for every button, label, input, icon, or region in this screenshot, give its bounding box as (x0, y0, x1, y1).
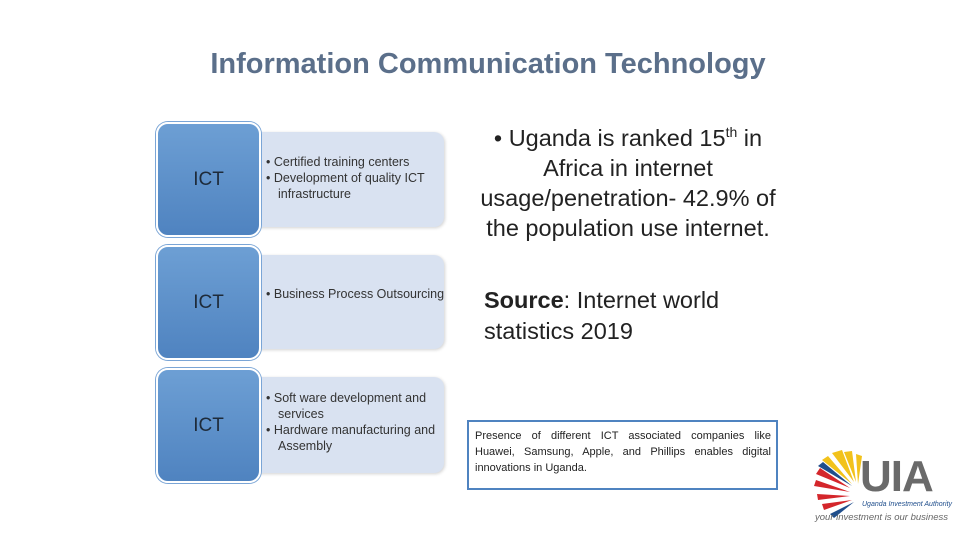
uia-logo-subtitle: Uganda Investment Authority (862, 501, 953, 508)
ict-row-1: ICT Certified training centers Developme… (156, 122, 446, 237)
ict-tab-label-2: ICT (193, 291, 224, 313)
bullet-item: Hardware manufacturing and Assembly (266, 422, 446, 454)
internet-ranking-statement: • Uganda is ranked 15th in Africa in int… (480, 124, 776, 241)
ict-bullets-3: Soft ware development and services Hardw… (266, 390, 446, 454)
ict-tab-label-3: ICT (193, 414, 224, 436)
ict-bullets-2: Business Process Outsourcing (266, 286, 446, 302)
ict-bullets-1: Certified training centers Development o… (266, 154, 446, 202)
ict-tab-1: ICT (156, 122, 261, 237)
uia-logo-mark (814, 450, 862, 518)
source-citation: Source: Internet world statistics 2019 (484, 287, 720, 344)
uia-logo-text: UIA (860, 452, 934, 501)
ict-row-2: ICT Business Process Outsourcing (156, 245, 446, 360)
bullet-item: Certified training centers (266, 154, 446, 170)
uia-sunburst-icon (814, 450, 862, 518)
bullet-item: Soft ware development and services (266, 390, 446, 422)
ict-companies-box: Presence of different ICT associated com… (467, 420, 778, 490)
ict-tab-2: ICT (156, 245, 261, 360)
ict-tab-label-1: ICT (193, 168, 224, 190)
ict-row-3: ICT Soft ware development and services H… (156, 368, 446, 483)
slide-title: Information Communication Technology (210, 48, 766, 80)
ict-detail-box-2 (248, 255, 444, 349)
bullet-item: Business Process Outsourcing (266, 286, 446, 302)
bullet-item: Development of quality ICT infrastructur… (266, 170, 446, 202)
uia-logo-tagline: your investment is our business (815, 512, 949, 523)
ict-tab-3: ICT (156, 368, 261, 483)
